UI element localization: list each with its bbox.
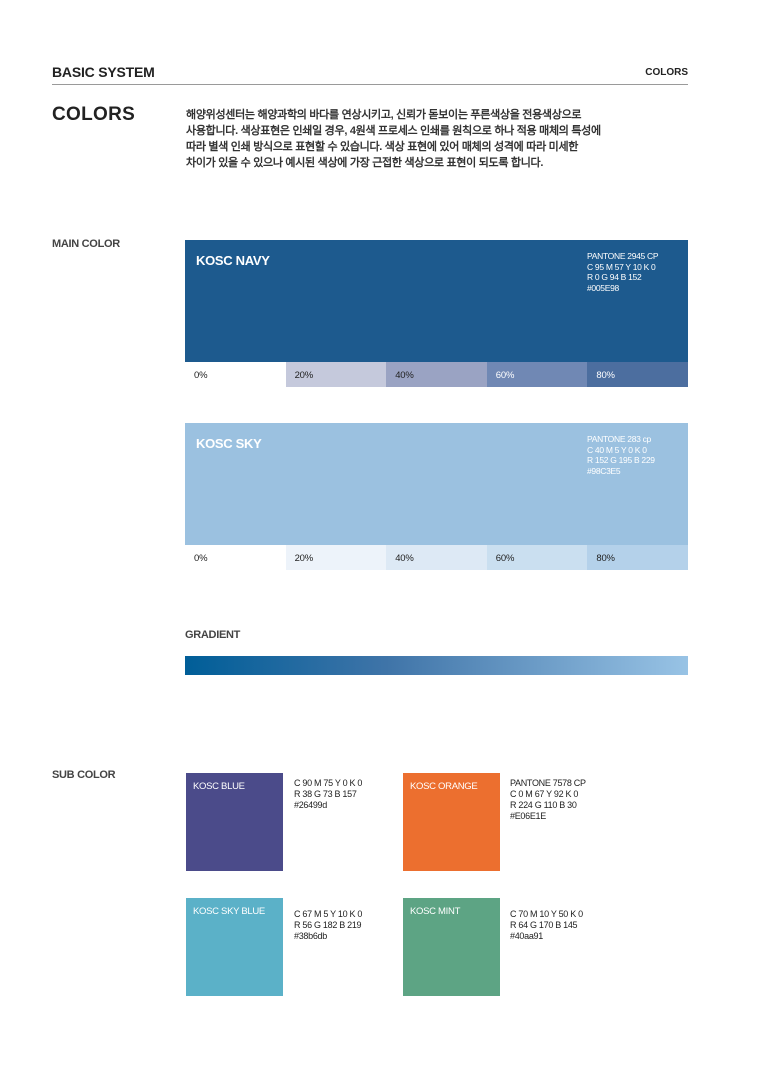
spec-line: #98C3E5 (587, 465, 621, 476)
sub-swatch-mint: KOSC MINT (403, 898, 500, 996)
spec-line: R 56 G 182 B 219 (294, 920, 362, 930)
spec-line: R 38 G 73 B 157 (294, 789, 357, 799)
spec-line: #38b6db (294, 931, 327, 941)
sub-swatch-name: KOSC BLUE (193, 781, 245, 792)
tint-label: 0% (194, 553, 208, 564)
spec-line: R 0 G 94 B 152 (587, 272, 642, 282)
sky-tint-80: 80% (587, 545, 688, 570)
sub-color-label: SUB COLOR (52, 769, 116, 781)
spec-line: R 64 G 170 B 145 (510, 920, 578, 930)
sub-spec-mint: C 70 M 10 Y 50 K 0 R 64 G 170 B 145 #40a… (510, 909, 583, 942)
tint-label: 0% (194, 370, 208, 381)
spec-line: C 95 M 57 Y 10 K 0 (587, 261, 656, 272)
navy-tint-60: 60% (486, 362, 588, 387)
tint-label: 20% (294, 370, 314, 381)
spec-line: #E06E1E (510, 811, 546, 821)
spec-line: #40aa91 (510, 931, 543, 941)
header-section-title: BASIC SYSTEM (52, 64, 155, 80)
gradient-label: GRADIENT (185, 629, 241, 641)
sky-tint-0: 0% (185, 545, 286, 570)
spec-line: R 152 G 195 B 229 (587, 455, 655, 465)
intro-line: 차이가 있을 수 있으나 예시된 색상에 가장 근접한 색상으로 표현이 되도록… (186, 157, 544, 169)
navy-tint-row: 0% 20% 40% 60% 80% (185, 362, 688, 387)
tint-label: 60% (495, 370, 515, 381)
tint-label: 20% (294, 553, 314, 564)
sub-spec-blue: C 90 M 75 Y 0 K 0 R 38 G 73 B 157 #26499… (294, 778, 362, 811)
intro-text: 해양위성센터는 해양과학의 바다를 연상시키고, 신뢰가 돋보이는 푸른색상을 … (186, 107, 692, 171)
header-page-title: COLORS (645, 67, 688, 78)
spec-line: C 90 M 75 Y 0 K 0 (294, 778, 363, 788)
sky-swatch: KOSC SKY PANTONE 283 cp C 40 M 5 Y 0 K 0… (185, 423, 688, 545)
spec-line: C 67 M 5 Y 10 K 0 (294, 909, 363, 919)
tint-label: 80% (596, 553, 615, 564)
sub-swatch-sky-blue: KOSC SKY BLUE (186, 898, 283, 996)
intro-line: 사용합니다. 색상표현은 인쇄일 경우, 4원색 프로세스 인쇄를 원칙으로 하… (186, 125, 601, 137)
spec-line: PANTONE 283 cp (587, 434, 651, 444)
main-color-label: MAIN COLOR (52, 238, 120, 250)
spec-line: PANTONE 2945 CP (587, 251, 659, 261)
spec-line: R 224 G 110 B 30 (510, 800, 577, 810)
navy-tint-20: 20% (285, 362, 387, 387)
sub-swatch-name: KOSC SKY BLUE (193, 906, 265, 917)
sky-tint-row: 0% 20% 40% 60% 80% (185, 545, 688, 570)
sub-swatch-name: KOSC MINT (410, 906, 461, 917)
sub-spec-orange: PANTONE 7578 CP C 0 M 67 Y 92 K 0 R 224 … (510, 778, 586, 822)
sky-tint-20: 20% (285, 545, 387, 570)
spec-line: #26499d (294, 800, 327, 810)
sub-spec-sky-blue: C 67 M 5 Y 10 K 0 R 56 G 182 B 219 #38b6… (294, 909, 362, 942)
navy-tint-40: 40% (386, 362, 487, 387)
intro-line: 해양위성센터는 해양과학의 바다를 연상시키고, 신뢰가 돋보이는 푸른색상을 … (186, 109, 582, 121)
navy-swatch: KOSC NAVY PANTONE 2945 CP C 95 M 57 Y 10… (185, 240, 688, 362)
page-title: COLORS (52, 104, 136, 125)
sub-swatch-blue: KOSC BLUE (186, 773, 283, 871)
sky-tint-60: 60% (486, 545, 588, 570)
navy-tint-0: 0% (185, 362, 286, 387)
spec-line: C 40 M 5 Y 0 K 0 (587, 444, 647, 455)
sub-swatch-name: KOSC ORANGE (410, 781, 478, 792)
tint-label: 60% (495, 553, 515, 564)
tint-label: 40% (395, 370, 414, 381)
sky-swatch-spec: PANTONE 283 cp C 40 M 5 Y 0 K 0 R 152 G … (587, 434, 655, 476)
navy-tint-80: 80% (587, 362, 688, 387)
tint-label: 80% (596, 370, 615, 381)
intro-line: 따라 별색 인쇄 방식으로 표현할 수 있습니다. 색상 표현에 있어 매체의 … (186, 141, 579, 153)
spec-line: C 70 M 10 Y 50 K 0 (510, 909, 583, 919)
sky-tint-40: 40% (386, 545, 487, 570)
tint-label: 40% (395, 553, 414, 564)
spec-line: #005E98 (587, 282, 619, 293)
gradient-bar (185, 656, 688, 675)
navy-swatch-spec: PANTONE 2945 CP C 95 M 57 Y 10 K 0 R 0 G… (587, 251, 659, 293)
sky-swatch-name: KOSC SKY (196, 436, 262, 451)
spec-line: PANTONE 7578 CP (510, 778, 586, 788)
header-divider (52, 84, 688, 85)
navy-swatch-name: KOSC NAVY (196, 253, 270, 268)
spec-line: C 0 M 67 Y 92 K 0 (510, 789, 579, 799)
sub-swatch-orange: KOSC ORANGE (403, 773, 500, 871)
